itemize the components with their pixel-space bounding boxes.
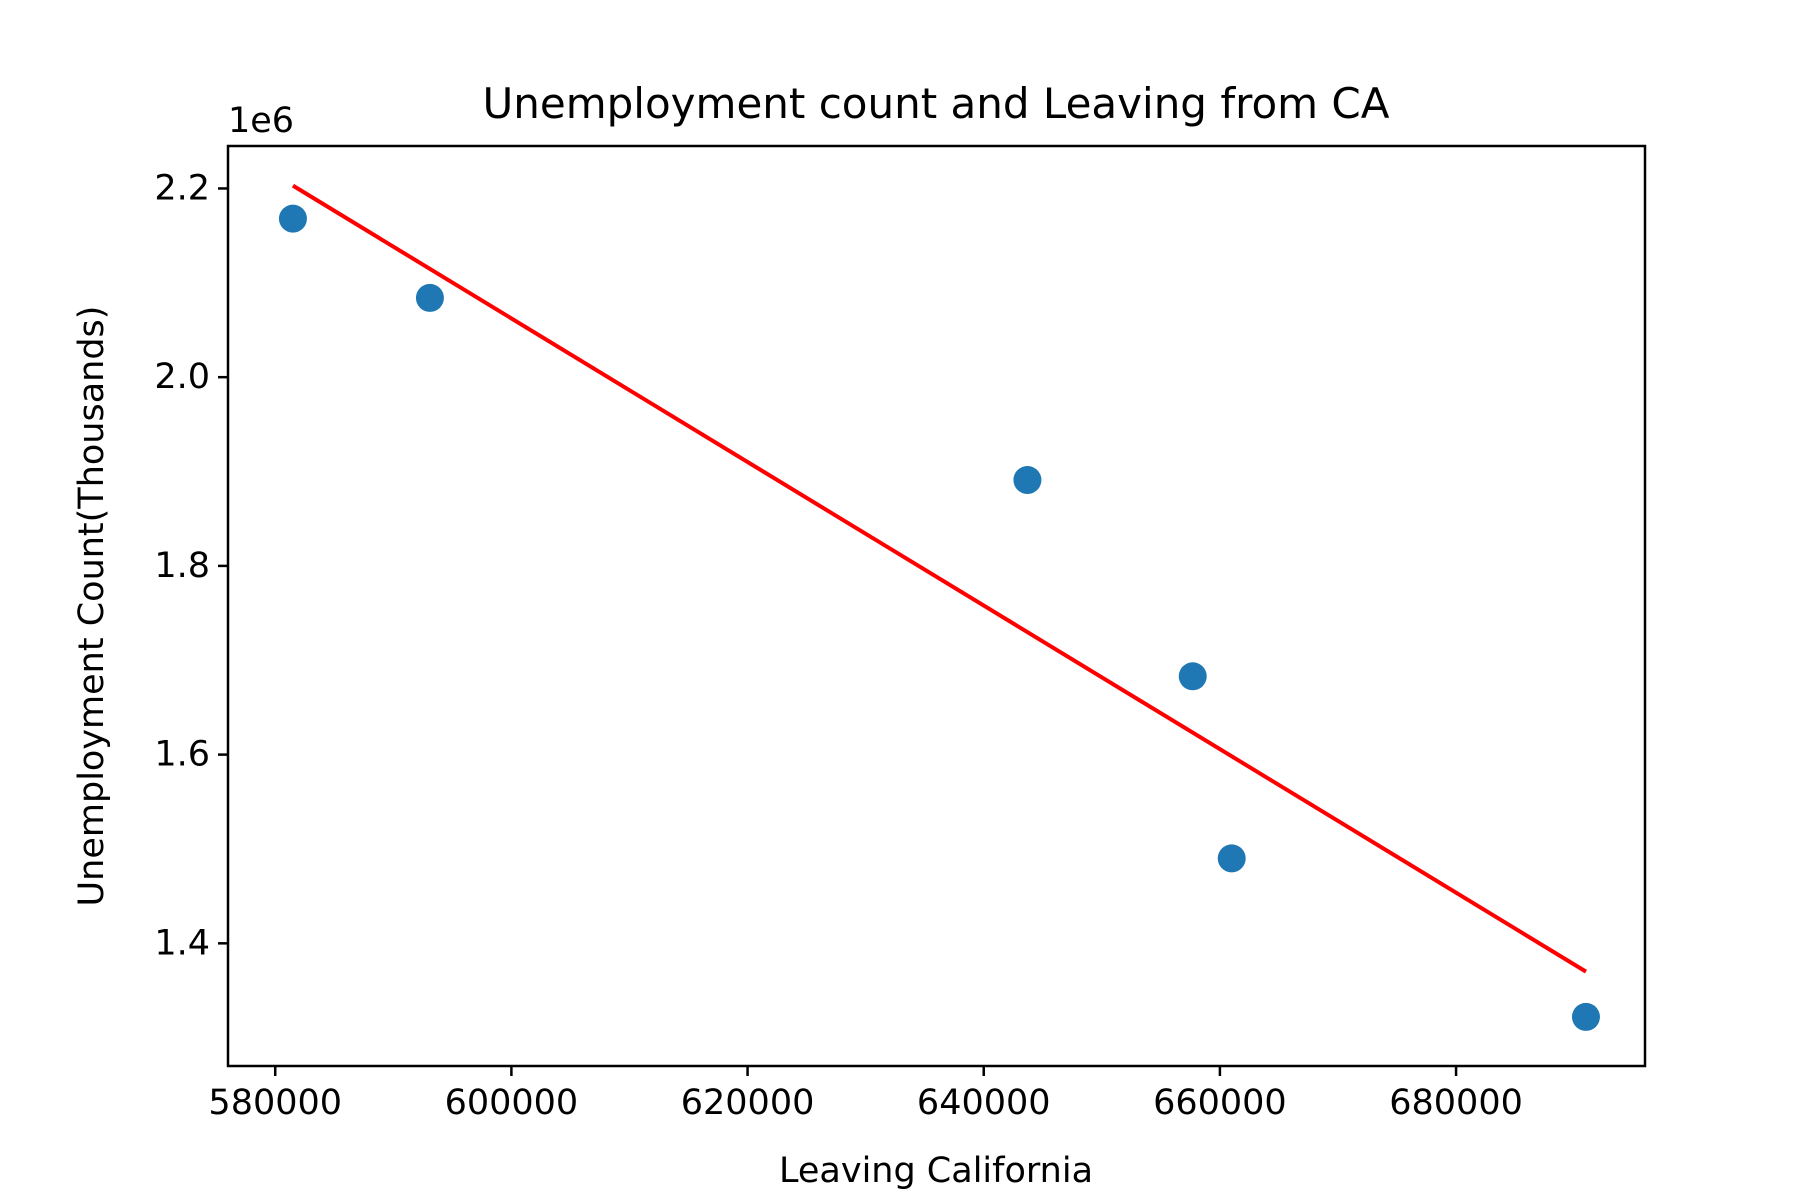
plot-frame	[226, 144, 1647, 1068]
y-tick-label: 1.6	[154, 735, 210, 775]
trend-line	[291, 183, 1587, 974]
x-tick-label: 580000	[208, 1083, 342, 1123]
plot-background	[228, 146, 1645, 1066]
x-tick-label: 620000	[681, 1083, 815, 1123]
data-point	[1571, 1002, 1600, 1031]
data-point	[1013, 466, 1042, 495]
y-offset-label: 1e6	[228, 101, 294, 141]
y-tick-label: 2.2	[154, 168, 210, 208]
data-point	[1217, 844, 1246, 873]
y-tick-label: 2.0	[154, 357, 210, 397]
x-tick-label: 640000	[917, 1083, 1051, 1123]
x-tick-label: 600000	[445, 1083, 579, 1123]
data-point	[1178, 662, 1207, 691]
y-axis-label: Unemployment Count(Thousands)	[72, 306, 112, 907]
x-axis-ticks: 580000 600000 620000 640000 660000 680000	[208, 1066, 1523, 1123]
y-axis-ticks: 1.4 1.6 1.8 2.0 2.2	[154, 168, 228, 963]
x-axis-label: Leaving California	[779, 1151, 1093, 1191]
chart-marks	[278, 183, 1600, 1031]
y-tick-label: 1.8	[154, 546, 210, 586]
y-tick-label: 1.4	[154, 923, 210, 963]
x-tick-label: 680000	[1389, 1083, 1523, 1123]
x-tick-label: 660000	[1153, 1083, 1287, 1123]
data-point	[415, 283, 444, 312]
data-point	[278, 204, 307, 233]
chart-title: Unemployment count and Leaving from CA	[483, 79, 1390, 128]
